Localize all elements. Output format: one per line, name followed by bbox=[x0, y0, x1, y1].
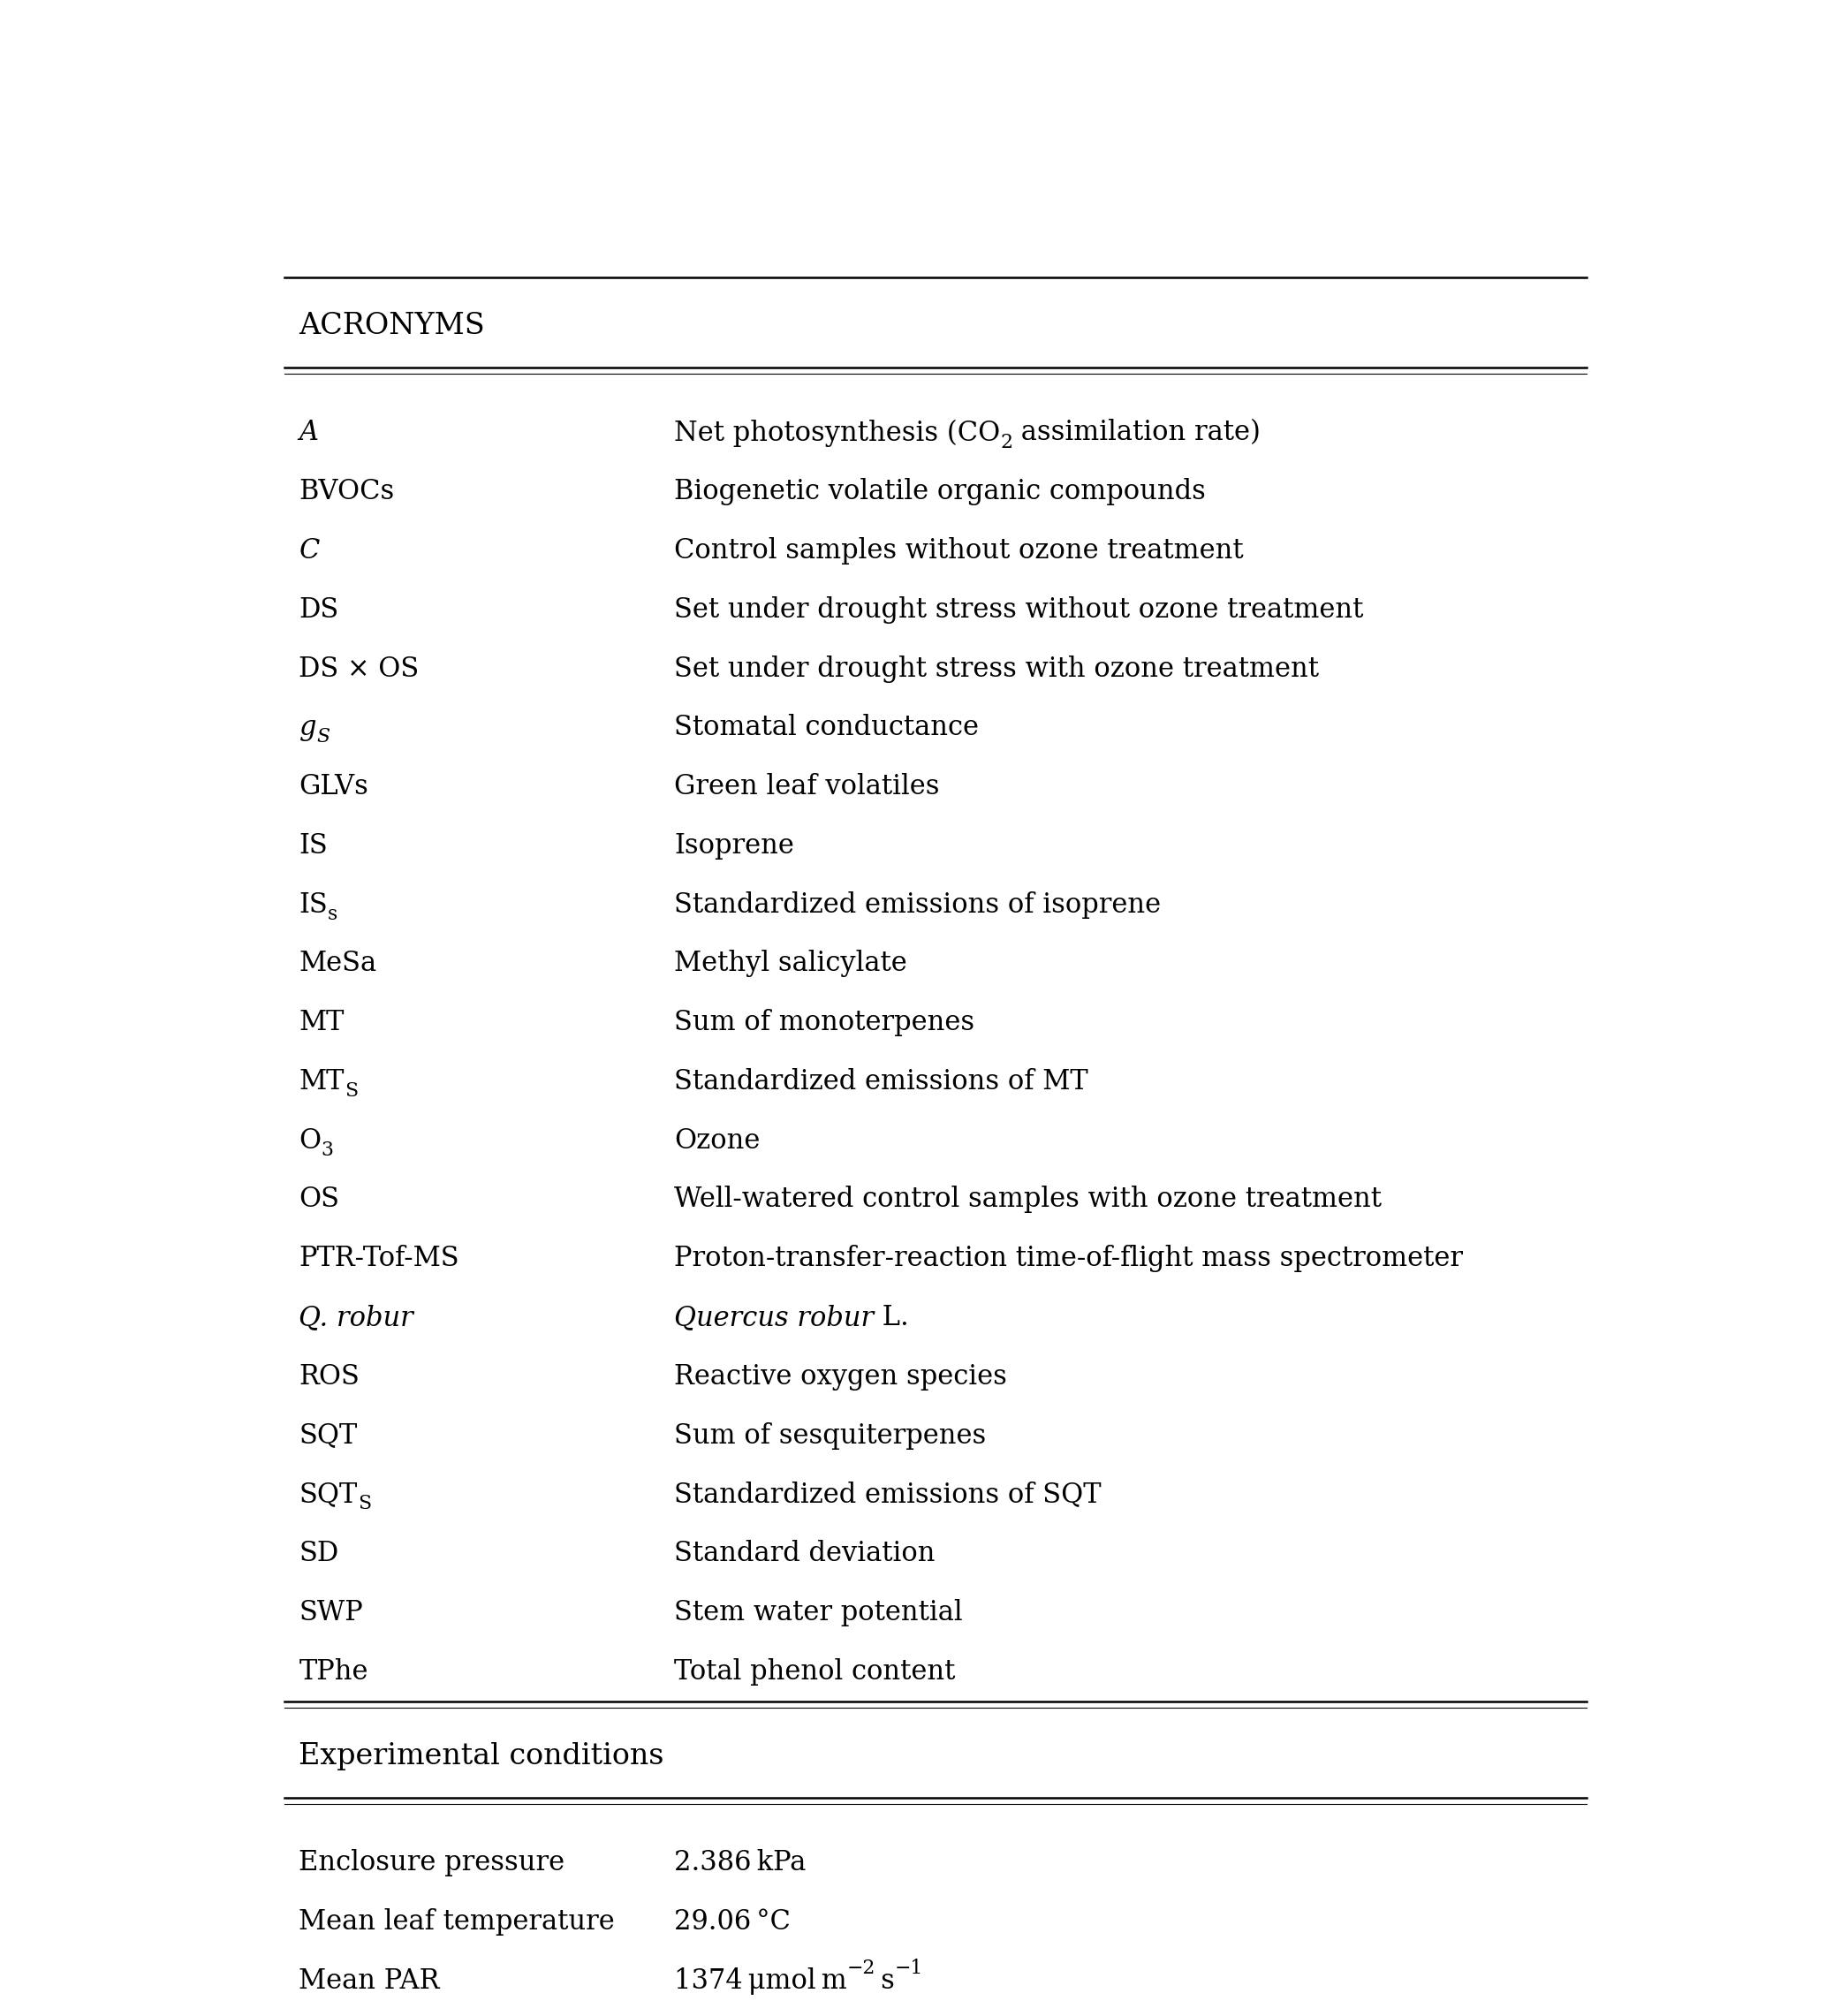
Text: GLVs: GLVs bbox=[299, 772, 369, 800]
Text: Stomatal conductance: Stomatal conductance bbox=[674, 714, 979, 742]
Text: Set under drought stress without ozone treatment: Set under drought stress without ozone t… bbox=[674, 597, 1364, 623]
Text: 2.386 kPa: 2.386 kPa bbox=[674, 1849, 805, 1877]
Text: Control samples without ozone treatment: Control samples without ozone treatment bbox=[674, 536, 1244, 564]
Text: 1374 μmol m: 1374 μmol m bbox=[674, 1968, 847, 1994]
Text: Q. robur: Q. robur bbox=[299, 1304, 415, 1331]
Text: ROS: ROS bbox=[299, 1363, 360, 1391]
Text: Mean leaf temperature: Mean leaf temperature bbox=[299, 1909, 615, 1935]
Text: g: g bbox=[299, 714, 316, 742]
Text: Standard deviation: Standard deviation bbox=[674, 1540, 935, 1566]
Text: Ozone: Ozone bbox=[674, 1127, 760, 1155]
Text: Green leaf volatiles: Green leaf volatiles bbox=[674, 772, 940, 800]
Text: MeSa: MeSa bbox=[299, 950, 376, 978]
Text: L.: L. bbox=[875, 1304, 909, 1331]
Text: Methyl salicylate: Methyl salicylate bbox=[674, 950, 908, 978]
Text: SQT: SQT bbox=[299, 1482, 358, 1508]
Text: Well-watered control samples with ozone treatment: Well-watered control samples with ozone … bbox=[674, 1185, 1382, 1214]
Text: A: A bbox=[299, 419, 318, 448]
Text: Standardized emissions of isoprene: Standardized emissions of isoprene bbox=[674, 891, 1161, 919]
Text: 2: 2 bbox=[1001, 433, 1013, 452]
Text: Mean PAR: Mean PAR bbox=[299, 1968, 440, 1994]
Text: C: C bbox=[299, 536, 320, 564]
Text: Proton-transfer-reaction time-of-flight mass spectrometer: Proton-transfer-reaction time-of-flight … bbox=[674, 1246, 1463, 1272]
Text: s: s bbox=[875, 1968, 895, 1994]
Text: S: S bbox=[358, 1494, 371, 1514]
Text: Reactive oxygen species: Reactive oxygen species bbox=[674, 1363, 1006, 1391]
Text: SQT: SQT bbox=[299, 1421, 358, 1450]
Text: DS × OS: DS × OS bbox=[299, 655, 420, 683]
Text: Sum of sesquiterpenes: Sum of sesquiterpenes bbox=[674, 1421, 986, 1450]
Text: SWP: SWP bbox=[299, 1599, 363, 1627]
Text: IS: IS bbox=[299, 891, 329, 919]
Text: Stem water potential: Stem water potential bbox=[674, 1599, 962, 1627]
Text: Isoprene: Isoprene bbox=[674, 833, 794, 859]
Text: DS: DS bbox=[299, 597, 340, 623]
Text: Total phenol content: Total phenol content bbox=[674, 1657, 955, 1685]
Text: MT: MT bbox=[299, 1068, 345, 1095]
Text: s: s bbox=[329, 905, 338, 923]
Text: BVOCs: BVOCs bbox=[299, 478, 394, 506]
Text: 3: 3 bbox=[321, 1141, 334, 1159]
Text: Set under drought stress with ozone treatment: Set under drought stress with ozone trea… bbox=[674, 655, 1318, 683]
Text: −2: −2 bbox=[847, 1960, 875, 1978]
Text: MT: MT bbox=[299, 1010, 345, 1036]
Text: Experimental conditions: Experimental conditions bbox=[299, 1742, 665, 1770]
Text: −1: −1 bbox=[895, 1960, 924, 1978]
Text: SD: SD bbox=[299, 1540, 340, 1566]
Text: Quercus robur: Quercus robur bbox=[674, 1304, 875, 1331]
Text: Standardized emissions of MT: Standardized emissions of MT bbox=[674, 1068, 1088, 1095]
Text: Biogenetic volatile organic compounds: Biogenetic volatile organic compounds bbox=[674, 478, 1205, 506]
Text: TPhe: TPhe bbox=[299, 1657, 369, 1685]
Text: OS: OS bbox=[299, 1185, 340, 1214]
Text: assimilation rate): assimilation rate) bbox=[1013, 419, 1260, 448]
Text: Sum of monoterpenes: Sum of monoterpenes bbox=[674, 1010, 975, 1036]
Text: 29.06 °C: 29.06 °C bbox=[674, 1909, 791, 1935]
Text: Net photosynthesis (CO: Net photosynthesis (CO bbox=[674, 419, 1001, 448]
Text: O: O bbox=[299, 1127, 321, 1155]
Text: S: S bbox=[345, 1081, 358, 1101]
Text: Standardized emissions of SQT: Standardized emissions of SQT bbox=[674, 1482, 1101, 1508]
Text: S: S bbox=[316, 728, 331, 746]
Text: IS: IS bbox=[299, 833, 329, 859]
Text: PTR-Tof-MS: PTR-Tof-MS bbox=[299, 1246, 460, 1272]
Text: ACRONYMS: ACRONYMS bbox=[299, 312, 486, 341]
Text: Enclosure pressure: Enclosure pressure bbox=[299, 1849, 564, 1877]
